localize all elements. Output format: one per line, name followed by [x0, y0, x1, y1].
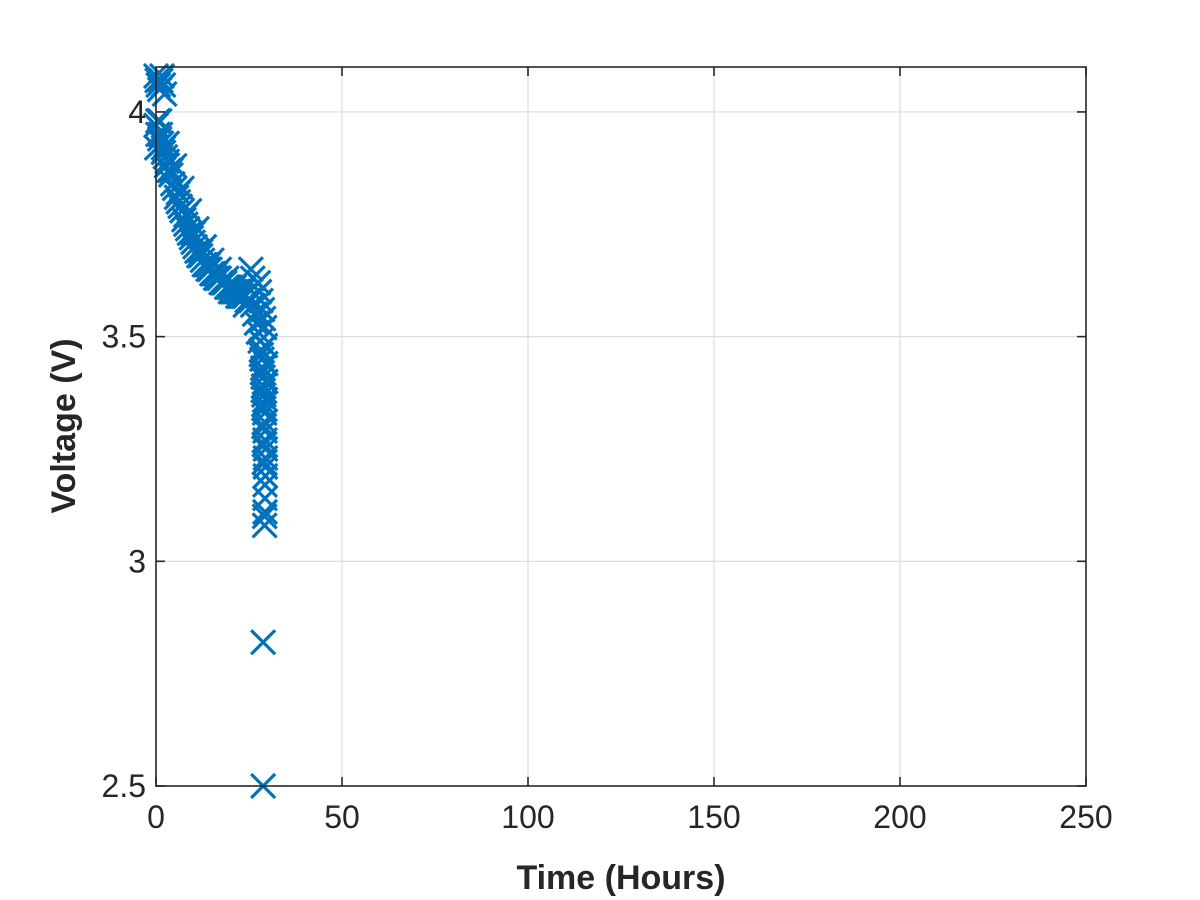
y-tick-label: 2.5 — [102, 768, 146, 804]
y-tick-label: 3.5 — [102, 319, 146, 355]
x-tick-label: 50 — [324, 799, 360, 835]
x-tick-labels: 0 50 100 150 200 250 — [147, 799, 1113, 835]
x-tick-label: 150 — [687, 799, 740, 835]
marker-stroke — [250, 629, 277, 656]
marker-stroke — [217, 278, 244, 305]
marker-stroke — [251, 512, 278, 539]
marker-stroke — [237, 256, 264, 283]
data-points — [142, 62, 279, 800]
axis-ticks — [155, 67, 1087, 787]
data-point-marker — [252, 386, 279, 413]
marker-stroke — [252, 453, 279, 481]
x-axis-title: Time (Hours) — [516, 859, 725, 897]
plot-background — [156, 67, 1086, 786]
marker-stroke — [187, 238, 214, 265]
data-point-marker — [165, 179, 192, 206]
plot-frame — [155, 66, 1087, 787]
marker-stroke — [157, 161, 185, 188]
data-point-marker — [172, 202, 199, 229]
data-point-marker — [239, 265, 266, 292]
grid-lines — [156, 67, 1086, 786]
marker-stroke — [251, 503, 278, 530]
marker-stroke — [159, 170, 186, 197]
x-tick-label: 100 — [501, 799, 554, 835]
y-tick-labels: 2.5 3 3.5 4 — [102, 94, 146, 804]
data-point-marker — [251, 512, 278, 539]
data-point-marker — [187, 238, 214, 265]
data-point-marker — [251, 503, 278, 530]
marker-stroke — [157, 157, 185, 184]
marker-stroke — [146, 107, 173, 135]
marker-stroke — [167, 193, 194, 220]
marker-stroke — [172, 202, 199, 229]
y-tick-label: 4 — [128, 94, 146, 130]
data-point-marker — [250, 377, 277, 404]
data-point-marker — [146, 107, 173, 135]
x-tick-label: 250 — [1059, 799, 1112, 835]
x-tick-label: 0 — [147, 799, 165, 835]
marker-stroke — [251, 471, 279, 499]
marker-stroke — [180, 220, 207, 247]
data-point-marker — [157, 157, 185, 184]
marker-stroke — [251, 485, 279, 512]
y-axis-title: Voltage (V) — [45, 338, 83, 513]
y-tick-label: 3 — [128, 543, 146, 579]
x-tick-label: 200 — [873, 799, 926, 835]
marker-stroke — [252, 368, 279, 395]
marker-stroke — [252, 462, 279, 490]
data-point-marker — [250, 305, 277, 332]
data-point-marker — [251, 471, 279, 499]
marker-stroke — [165, 179, 192, 206]
data-point-marker — [237, 256, 264, 283]
marker-stroke — [252, 386, 279, 413]
marker-stroke — [250, 377, 277, 404]
data-point-marker — [180, 220, 207, 247]
data-point-marker — [250, 629, 277, 656]
marker-stroke — [250, 305, 277, 332]
marker-stroke — [148, 130, 175, 157]
marker-stroke — [239, 265, 266, 292]
